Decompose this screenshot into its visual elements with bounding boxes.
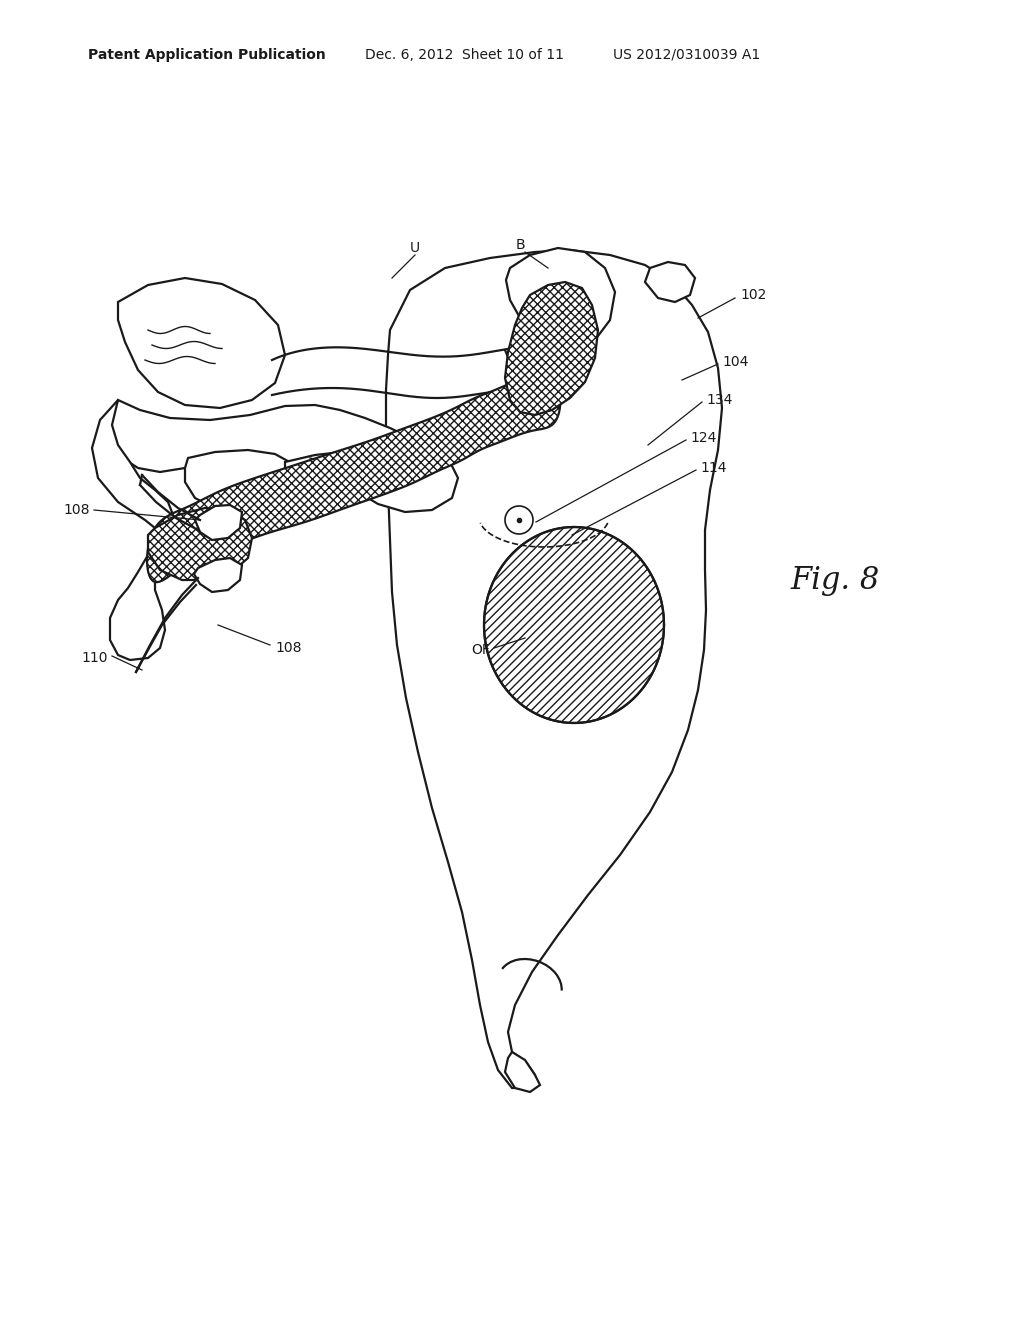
Polygon shape	[386, 249, 722, 1088]
Polygon shape	[484, 527, 664, 723]
Text: US 2012/0310039 A1: US 2012/0310039 A1	[613, 48, 760, 62]
Polygon shape	[194, 558, 242, 591]
Polygon shape	[505, 1052, 540, 1092]
Text: 108: 108	[63, 503, 90, 517]
Polygon shape	[505, 282, 598, 414]
Polygon shape	[285, 451, 378, 506]
Text: U: U	[410, 242, 420, 255]
Polygon shape	[118, 279, 285, 408]
Text: B: B	[515, 238, 525, 252]
Polygon shape	[108, 400, 458, 512]
Polygon shape	[195, 506, 242, 540]
Text: Dec. 6, 2012: Dec. 6, 2012	[365, 48, 454, 62]
Text: 108: 108	[275, 642, 301, 655]
Polygon shape	[645, 261, 695, 302]
Text: 124: 124	[690, 432, 717, 445]
Text: 104: 104	[722, 355, 749, 370]
Polygon shape	[506, 248, 615, 348]
Text: Patent Application Publication: Patent Application Publication	[88, 48, 326, 62]
Text: 102: 102	[740, 288, 766, 302]
Text: 110: 110	[82, 651, 108, 665]
Polygon shape	[505, 506, 534, 535]
Text: 134: 134	[706, 393, 732, 407]
Text: Sheet 10 of 11: Sheet 10 of 11	[462, 48, 564, 62]
Text: 114: 114	[700, 461, 726, 475]
Polygon shape	[185, 450, 305, 515]
Text: OF: OF	[471, 643, 490, 657]
Polygon shape	[147, 375, 560, 582]
Polygon shape	[92, 400, 175, 660]
Polygon shape	[148, 508, 252, 579]
Text: Fig. 8: Fig. 8	[791, 565, 880, 595]
